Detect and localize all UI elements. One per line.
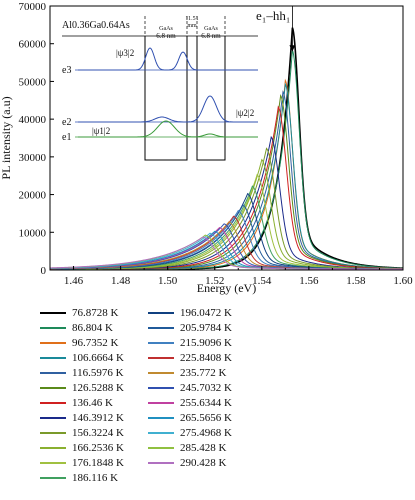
y-tick-label: 70000 [19,1,47,13]
barrier-unit: mm [187,23,197,29]
level-label-3: e1 [62,132,71,143]
x-tick-label: 1.58 [346,275,366,287]
level-label-1: e3 [62,65,71,76]
wavefunction-1 [78,47,258,71]
wavefunction-label-1: |ψ3|2 [116,48,134,58]
y-tick-label: 20000 [19,190,47,202]
y-tick-label: 50000 [19,76,47,88]
barrier-label: Al0.36Ga0.64As [62,20,130,31]
x-tick-label: 1.52 [205,275,224,287]
well-label-left: GaAs [159,26,173,32]
wavefunction-3 [78,120,258,138]
x-tick-label: 1.48 [111,275,131,287]
axes: 1.46 1.48 1.50 1.52 1.54 1.56 1.58 1.60 0 10000 20… [0,1,413,295]
y-tick-label: 30000 [19,152,47,164]
series-curves [49,27,404,270]
y-tick-label: 10000 [19,227,47,239]
y-tick-label: 40000 [19,114,47,126]
series-line-23 [49,236,403,270]
well-label-right: GaAs [204,26,218,32]
x-tick-label: 1.60 [393,275,413,287]
x-axis-label: Energy (eV) [197,281,256,295]
wavefunction-label-2: |ψ2|2 [236,108,254,118]
y-tick-label: 60000 [19,39,47,51]
x-tick-label: 1.54 [252,275,272,287]
y-tick-label: 0 [41,265,47,277]
plot-frame [49,5,404,271]
wavefunction-label-3: |ψ1|2 [92,126,110,136]
well-left [144,36,188,161]
well-right [196,36,226,161]
x-tick-label: 1.50 [158,275,178,287]
x-tick-label: 1.46 [64,275,84,287]
peak-label: e₁–hh₁ [256,8,290,23]
peak-annotation: e₁–hh₁ [256,6,296,52]
barrier-width: 11.51 [185,16,198,22]
x-tick-label: 1.56 [299,275,319,287]
level-label-2: e2 [62,117,71,128]
peak-arrow [289,45,296,52]
wavefunction-2 [78,95,258,123]
y-axis-label: PL intensity (a.u) [0,96,13,179]
